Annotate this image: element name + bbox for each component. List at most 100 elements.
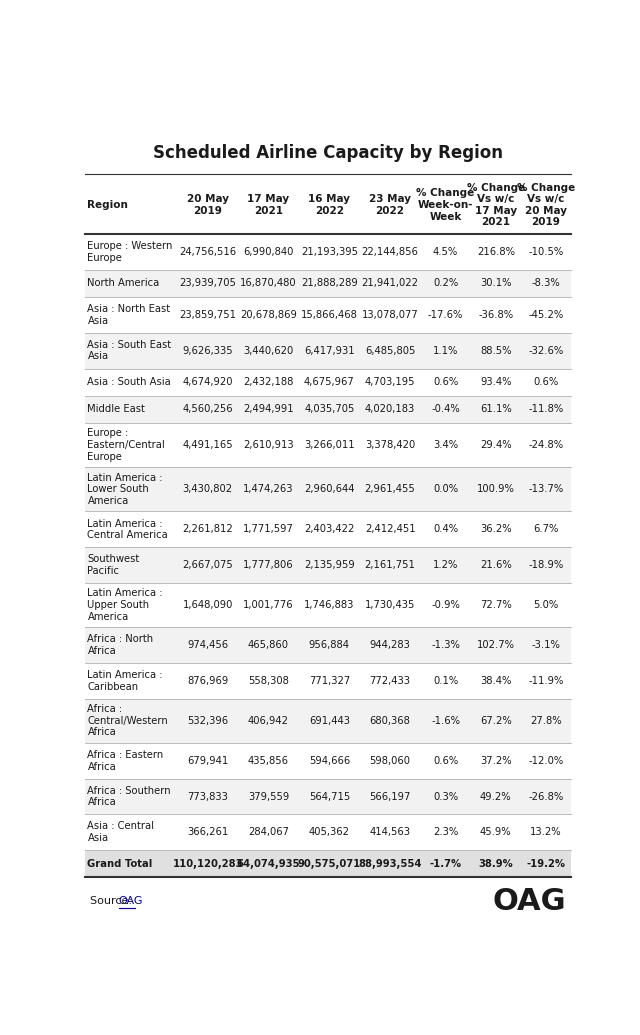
- Text: 680,368: 680,368: [370, 716, 410, 726]
- Text: Latin America :
Lower South
America: Latin America : Lower South America: [88, 473, 163, 506]
- Text: 110,120,283: 110,120,283: [173, 859, 243, 868]
- Text: 4,035,705: 4,035,705: [304, 405, 355, 414]
- Text: 6,990,840: 6,990,840: [243, 247, 294, 257]
- Bar: [85, 778, 571, 815]
- Text: 45.9%: 45.9%: [480, 827, 511, 837]
- Text: 691,443: 691,443: [309, 716, 350, 726]
- Text: 29.4%: 29.4%: [480, 440, 511, 450]
- Text: -0.9%: -0.9%: [431, 600, 460, 610]
- Text: 23,859,751: 23,859,751: [179, 309, 236, 320]
- Text: 4,703,195: 4,703,195: [365, 377, 415, 387]
- Text: 2,161,751: 2,161,751: [365, 560, 415, 570]
- Text: Africa : North
Africa: Africa : North Africa: [88, 634, 154, 656]
- Bar: [85, 815, 571, 850]
- Text: 38.9%: 38.9%: [478, 859, 513, 868]
- Text: 21,193,395: 21,193,395: [301, 247, 358, 257]
- Text: 3,266,011: 3,266,011: [304, 440, 355, 450]
- Text: 0.0%: 0.0%: [433, 484, 458, 495]
- Text: 1.1%: 1.1%: [433, 346, 458, 356]
- Text: 4,491,165: 4,491,165: [182, 440, 233, 450]
- Text: 1.2%: 1.2%: [433, 560, 458, 570]
- Bar: [85, 467, 571, 511]
- Text: 6,417,931: 6,417,931: [304, 346, 355, 356]
- Bar: [85, 850, 571, 878]
- Text: Region: Region: [88, 200, 128, 210]
- Text: 2,261,812: 2,261,812: [182, 525, 233, 534]
- Text: 414,563: 414,563: [369, 827, 411, 837]
- Text: 2,432,188: 2,432,188: [243, 377, 294, 387]
- Text: 771,327: 771,327: [308, 676, 350, 686]
- Bar: [85, 297, 571, 333]
- Bar: [85, 583, 571, 627]
- Text: Latin America :
Central America: Latin America : Central America: [88, 519, 168, 540]
- Text: 566,197: 566,197: [369, 792, 411, 801]
- Text: 100.9%: 100.9%: [477, 484, 515, 495]
- Text: OAG: OAG: [118, 896, 143, 907]
- Text: 1,746,883: 1,746,883: [304, 600, 355, 610]
- Text: 4,020,183: 4,020,183: [365, 405, 415, 414]
- Text: 773,833: 773,833: [188, 792, 228, 801]
- Text: 1,648,090: 1,648,090: [182, 600, 233, 610]
- Text: 0.1%: 0.1%: [433, 676, 458, 686]
- Text: 2,961,455: 2,961,455: [365, 484, 415, 495]
- Text: 72.7%: 72.7%: [480, 600, 511, 610]
- Text: 2,960,644: 2,960,644: [304, 484, 355, 495]
- Text: 2,610,913: 2,610,913: [243, 440, 294, 450]
- Text: North America: North America: [88, 278, 160, 289]
- Text: 876,969: 876,969: [187, 676, 228, 686]
- Text: 465,860: 465,860: [248, 640, 289, 650]
- Text: Asia : North East
Asia: Asia : North East Asia: [88, 304, 171, 326]
- Text: 1,730,435: 1,730,435: [365, 600, 415, 610]
- Bar: [85, 663, 571, 699]
- Text: 21,888,289: 21,888,289: [301, 278, 358, 289]
- Text: % Change
Vs w/c
20 May
2019: % Change Vs w/c 20 May 2019: [517, 183, 575, 228]
- Bar: [85, 270, 571, 297]
- Text: 27.8%: 27.8%: [530, 716, 562, 726]
- Text: 974,456: 974,456: [188, 640, 228, 650]
- Text: Africa : Southern
Africa: Africa : Southern Africa: [88, 786, 171, 807]
- Text: 20,678,869: 20,678,869: [240, 309, 297, 320]
- Text: 366,261: 366,261: [187, 827, 228, 837]
- Text: 284,067: 284,067: [248, 827, 289, 837]
- Text: -1.7%: -1.7%: [429, 859, 461, 868]
- Bar: [85, 511, 571, 548]
- Text: -24.8%: -24.8%: [529, 440, 563, 450]
- Text: 23 May
2022: 23 May 2022: [369, 195, 411, 216]
- Text: 1,474,263: 1,474,263: [243, 484, 294, 495]
- Text: -19.2%: -19.2%: [527, 859, 566, 868]
- Text: 2.3%: 2.3%: [433, 827, 458, 837]
- Text: 6.7%: 6.7%: [533, 525, 559, 534]
- Text: -11.9%: -11.9%: [528, 676, 564, 686]
- Text: 13.2%: 13.2%: [530, 827, 562, 837]
- Text: 6,485,805: 6,485,805: [365, 346, 415, 356]
- Text: 3,440,620: 3,440,620: [243, 346, 294, 356]
- Text: 0.6%: 0.6%: [533, 377, 559, 387]
- Text: 30.1%: 30.1%: [480, 278, 511, 289]
- Text: 558,308: 558,308: [248, 676, 289, 686]
- Text: 564,715: 564,715: [308, 792, 350, 801]
- Text: 3,430,802: 3,430,802: [183, 484, 233, 495]
- Text: 1,001,776: 1,001,776: [243, 600, 294, 610]
- Text: 16,870,480: 16,870,480: [240, 278, 297, 289]
- Text: 88.5%: 88.5%: [480, 346, 511, 356]
- Text: 0.6%: 0.6%: [433, 756, 458, 766]
- Text: -26.8%: -26.8%: [528, 792, 564, 801]
- Text: -3.1%: -3.1%: [531, 640, 561, 650]
- Text: -1.6%: -1.6%: [431, 716, 460, 726]
- Text: Europe :
Eastern/Central
Europe: Europe : Eastern/Central Europe: [88, 428, 165, 462]
- Text: -12.0%: -12.0%: [528, 756, 564, 766]
- Text: 21.6%: 21.6%: [480, 560, 511, 570]
- Text: -17.6%: -17.6%: [428, 309, 463, 320]
- Bar: [85, 368, 571, 395]
- Text: Grand Total: Grand Total: [88, 859, 153, 868]
- Text: 1,777,806: 1,777,806: [243, 560, 294, 570]
- Text: 38.4%: 38.4%: [480, 676, 511, 686]
- Text: 90,575,071: 90,575,071: [298, 859, 361, 868]
- Text: -32.6%: -32.6%: [528, 346, 564, 356]
- Text: 216.8%: 216.8%: [477, 247, 515, 257]
- Text: OAG: OAG: [492, 887, 566, 916]
- Text: -45.2%: -45.2%: [528, 309, 564, 320]
- Text: 15,866,468: 15,866,468: [301, 309, 358, 320]
- Text: -8.3%: -8.3%: [532, 278, 560, 289]
- Text: 594,666: 594,666: [308, 756, 350, 766]
